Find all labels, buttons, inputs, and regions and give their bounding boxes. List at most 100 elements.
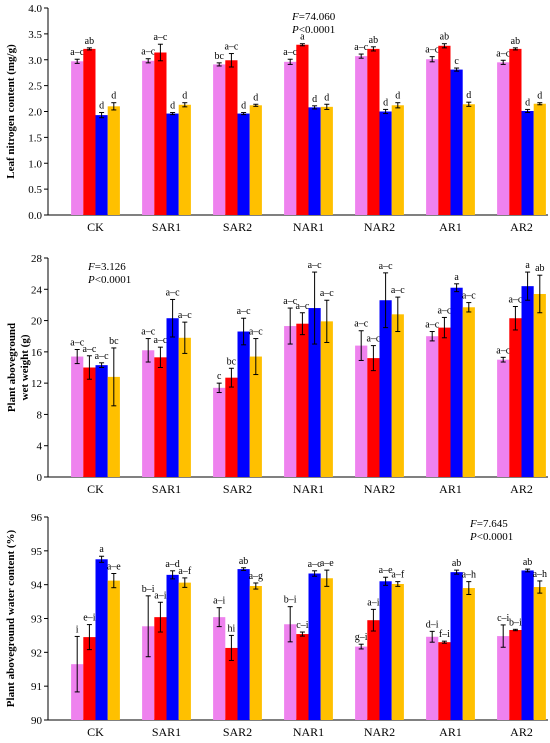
significance-letter: a–c xyxy=(166,287,180,298)
x-tick-label: AR1 xyxy=(439,482,462,496)
bar xyxy=(142,626,155,720)
bar xyxy=(249,105,262,215)
bar xyxy=(533,103,546,215)
bar xyxy=(237,331,250,477)
bar xyxy=(308,107,321,215)
y-tick-label: 28 xyxy=(31,253,43,265)
bar xyxy=(213,387,226,477)
bar xyxy=(450,572,463,720)
bar xyxy=(95,559,108,720)
bar xyxy=(284,326,297,477)
significance-letter: a–h xyxy=(462,570,476,581)
significance-letter: a–c xyxy=(224,42,238,53)
bar xyxy=(367,358,380,477)
y-axis-label: wet weight (g) xyxy=(19,334,31,400)
y-tick-label: 96 xyxy=(31,512,43,524)
bar xyxy=(497,62,510,216)
bar xyxy=(426,636,439,720)
y-tick-label: 24 xyxy=(31,284,43,296)
significance-letter: a–g xyxy=(249,571,263,582)
bar xyxy=(237,569,250,720)
x-tick-label: SAR2 xyxy=(223,725,252,739)
bar xyxy=(107,376,120,477)
bar xyxy=(178,582,191,720)
significance-letter: a xyxy=(454,272,459,283)
significance-letter: a–c xyxy=(391,285,405,296)
bar xyxy=(320,321,333,477)
bar xyxy=(154,617,167,720)
bar xyxy=(83,48,96,215)
x-tick-label: NAR1 xyxy=(293,220,324,234)
bar xyxy=(450,287,463,477)
significance-letter: d xyxy=(170,101,175,112)
bar xyxy=(509,318,522,477)
x-tick-label: SAR1 xyxy=(152,725,181,739)
bar xyxy=(521,286,534,477)
p-value: P<0.0001 xyxy=(469,531,513,543)
significance-letter: a–c xyxy=(496,345,510,356)
significance-letter: a xyxy=(99,544,104,555)
bar xyxy=(71,356,84,477)
y-axis-label: Plant aboveground water content (%) xyxy=(5,529,17,707)
significance-letter: ab xyxy=(535,263,544,274)
y-tick-label: 3.0 xyxy=(28,55,42,67)
y-tick-label: 2.0 xyxy=(28,107,42,119)
bar xyxy=(533,293,546,477)
x-tick-label: AR2 xyxy=(510,482,533,496)
bar xyxy=(320,106,333,215)
bar xyxy=(438,327,451,477)
significance-letter: a–e xyxy=(320,558,334,569)
x-tick-label: AR2 xyxy=(510,220,533,234)
bar xyxy=(166,318,179,477)
bar xyxy=(521,570,534,720)
y-tick-label: 0.5 xyxy=(28,184,42,196)
bar xyxy=(367,48,380,215)
significance-letter: a–c xyxy=(354,42,368,53)
significance-letter: d xyxy=(111,91,116,102)
significance-letter: a–e xyxy=(107,562,121,573)
x-tick-label: SAR2 xyxy=(223,482,252,496)
x-tick-label: NAR2 xyxy=(364,725,395,739)
significance-letter: a–c xyxy=(437,305,451,316)
x-tick-label: CK xyxy=(87,725,104,739)
y-tick-label: 0.0 xyxy=(28,210,42,222)
bar xyxy=(284,624,297,720)
significance-letter: d–i xyxy=(426,619,439,630)
bar xyxy=(237,113,250,215)
y-tick-label: 95 xyxy=(31,546,43,558)
significance-letter: g–i xyxy=(355,632,368,643)
significance-letter: a–f xyxy=(391,570,404,581)
bar xyxy=(509,630,522,720)
significance-letter: d xyxy=(466,90,471,101)
significance-letter: b–i xyxy=(509,617,522,628)
bar xyxy=(225,647,238,720)
significance-letter: bc xyxy=(109,336,119,347)
x-tick-label: NAR2 xyxy=(364,220,395,234)
significance-letter: a–e xyxy=(379,565,393,576)
y-tick-label: 1.0 xyxy=(28,158,42,170)
bar xyxy=(154,52,167,215)
x-tick-label: SAR1 xyxy=(152,482,181,496)
bar xyxy=(521,110,534,215)
bar xyxy=(213,64,226,215)
significance-letter: a–c xyxy=(237,306,251,317)
significance-letter: a–c xyxy=(462,291,476,302)
significance-letter: ab xyxy=(440,32,449,43)
significance-letter: a–c xyxy=(283,47,297,58)
bar xyxy=(367,620,380,720)
bar xyxy=(154,357,167,477)
significance-letter: d xyxy=(537,91,542,102)
significance-letter: e–i xyxy=(83,613,95,624)
significance-letter: d xyxy=(324,92,329,103)
y-tick-label: 94 xyxy=(31,580,43,592)
bar xyxy=(178,104,191,215)
significance-letter: bc xyxy=(214,51,224,62)
bar xyxy=(178,337,191,477)
y-tick-label: 4 xyxy=(37,441,43,453)
significance-letter: b–i xyxy=(284,595,297,606)
bar xyxy=(355,646,368,720)
p-value: P<0.0001 xyxy=(87,274,131,286)
significance-letter: a–c xyxy=(70,338,84,349)
significance-letter: ab xyxy=(239,556,248,567)
bar xyxy=(379,581,392,720)
